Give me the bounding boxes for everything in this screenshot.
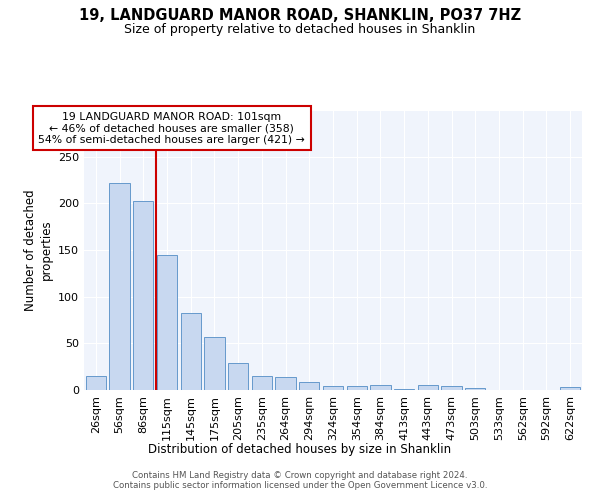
Bar [205,337,224,390]
Y-axis label: Number of detached
properties: Number of detached properties [25,189,52,311]
Bar [370,386,391,390]
Text: 19 LANDGUARD MANOR ROAD: 101sqm
← 46% of detached houses are smaller (358)
54% o: 19 LANDGUARD MANOR ROAD: 101sqm ← 46% of… [38,112,305,145]
Bar [394,389,414,390]
Bar [109,183,130,390]
Bar [181,312,201,390]
Bar [465,388,485,390]
Text: Contains HM Land Registry data © Crown copyright and database right 2024.
Contai: Contains HM Land Registry data © Crown c… [113,470,487,490]
Bar [133,200,154,390]
Bar [323,386,343,390]
Text: Size of property relative to detached houses in Shanklin: Size of property relative to detached ho… [124,22,476,36]
Bar [86,376,106,390]
Text: Distribution of detached houses by size in Shanklin: Distribution of detached houses by size … [148,442,452,456]
Bar [442,386,461,390]
Bar [299,382,319,390]
Bar [275,377,296,390]
Text: 19, LANDGUARD MANOR ROAD, SHANKLIN, PO37 7HZ: 19, LANDGUARD MANOR ROAD, SHANKLIN, PO37… [79,8,521,22]
Bar [252,376,272,390]
Bar [157,254,177,390]
Bar [560,387,580,390]
Bar [418,386,438,390]
Bar [228,363,248,390]
Bar [347,386,367,390]
